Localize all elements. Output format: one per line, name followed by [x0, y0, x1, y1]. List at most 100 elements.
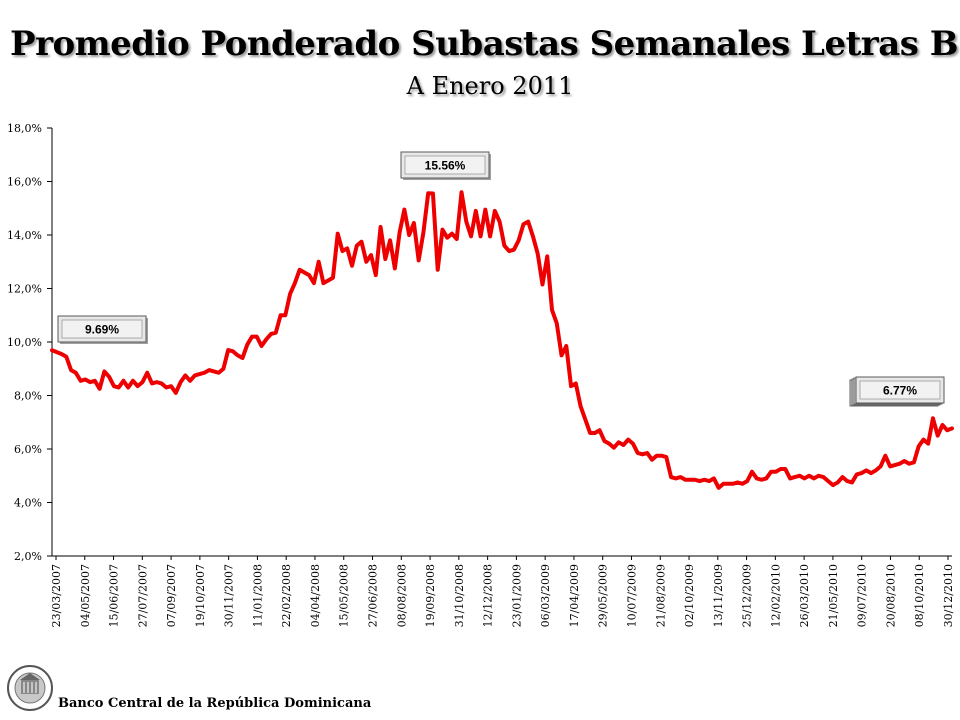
- x-tick-label: 30/12/2010: [942, 564, 955, 627]
- data-point: [546, 255, 549, 258]
- data-point: [751, 470, 753, 473]
- annotation-callout: 6.77%: [849, 376, 945, 407]
- data-point: [98, 388, 101, 390]
- data-point: [84, 378, 87, 381]
- data-point: [627, 438, 629, 441]
- data-point: [694, 478, 696, 481]
- data-point: [265, 338, 268, 341]
- x-tick-label: 02/10/2009: [683, 564, 696, 627]
- data-point: [217, 371, 220, 374]
- data-point: [370, 254, 372, 256]
- x-tick-label: 20/08/2010: [884, 564, 897, 627]
- data-point: [703, 478, 706, 481]
- annotation-callout: 15.56%: [400, 151, 491, 180]
- data-point: [470, 235, 472, 238]
- data-point: [679, 476, 682, 478]
- data-point: [784, 468, 787, 470]
- data-point: [308, 274, 310, 276]
- x-tick-label: 08/10/2010: [913, 564, 926, 627]
- data-point: [60, 353, 63, 355]
- data-point: [636, 452, 639, 454]
- data-point: [860, 472, 863, 474]
- data-point: [413, 222, 415, 224]
- data-point: [298, 268, 301, 271]
- x-tick-label: 29/05/2009: [597, 564, 610, 627]
- data-point: [141, 381, 144, 383]
- data-point: [251, 335, 253, 338]
- data-point: [322, 282, 325, 284]
- data-point: [770, 470, 772, 473]
- data-point: [946, 429, 949, 432]
- x-tick-label: 25/12/2009: [741, 564, 754, 627]
- data-point: [455, 238, 458, 240]
- data-point: [417, 259, 420, 262]
- x-tick-label: 21/05/2010: [827, 564, 840, 627]
- data-point: [427, 192, 429, 195]
- data-point: [403, 208, 406, 211]
- chart-subtitle: A Enero 2011: [406, 72, 574, 100]
- data-point: [79, 379, 82, 382]
- data-point: [555, 322, 558, 325]
- data-point: [675, 477, 677, 480]
- data-point: [398, 231, 401, 234]
- data-point: [622, 444, 625, 446]
- data-point: [536, 252, 539, 255]
- data-point: [765, 477, 768, 480]
- y-tick-label: 18,0%: [7, 122, 42, 135]
- data-point: [522, 223, 525, 226]
- data-point: [389, 239, 391, 242]
- data-point: [746, 480, 749, 482]
- data-point: [641, 453, 644, 456]
- data-point: [846, 480, 849, 482]
- data-point: [889, 465, 891, 468]
- data-point: [794, 476, 796, 478]
- data-point: [441, 228, 444, 231]
- series-line-letras-bc: [50, 190, 954, 490]
- data-point: [384, 258, 387, 260]
- data-point: [284, 314, 287, 317]
- data-point: [732, 482, 734, 485]
- x-tick-label: 27/07/2007: [136, 564, 149, 627]
- data-point: [494, 210, 496, 212]
- data-point: [160, 382, 163, 385]
- data-point: [122, 379, 125, 382]
- data-point: [365, 260, 368, 263]
- y-tick-label: 2,0%: [14, 550, 42, 563]
- data-point: [475, 210, 477, 212]
- data-point: [479, 235, 482, 238]
- data-point: [208, 369, 210, 371]
- data-point: [894, 464, 896, 466]
- data-point: [75, 371, 77, 374]
- data-point: [527, 220, 529, 223]
- data-point: [760, 478, 763, 481]
- data-point: [932, 417, 934, 420]
- data-point: [375, 274, 377, 276]
- data-point: [908, 462, 910, 465]
- data-point: [836, 481, 839, 484]
- data-point: [51, 349, 53, 352]
- data-point: [317, 260, 320, 263]
- data-point: [313, 282, 315, 284]
- annotation-label: 15.56%: [425, 159, 466, 173]
- data-point: [755, 477, 758, 480]
- data-point: [570, 385, 572, 387]
- data-point: [865, 469, 868, 472]
- data-point: [875, 469, 877, 472]
- data-point: [303, 271, 306, 274]
- data-point: [594, 432, 596, 434]
- data-point: [355, 244, 358, 247]
- data-point: [808, 474, 810, 477]
- x-tick-label: 10/07/2009: [625, 564, 638, 627]
- data-point: [255, 335, 258, 338]
- data-point: [598, 429, 601, 432]
- data-point: [717, 486, 720, 489]
- x-tick-label: 30/11/2007: [223, 564, 236, 627]
- data-point: [936, 434, 939, 437]
- data-point: [241, 357, 244, 359]
- x-tick-label: 27/06/2008: [367, 564, 380, 627]
- x-tick-label: 23/03/2007: [50, 564, 63, 627]
- data-point: [94, 379, 96, 382]
- x-tick-label: 26/03/2010: [798, 564, 811, 627]
- data-point: [289, 293, 291, 295]
- data-point: [146, 371, 149, 374]
